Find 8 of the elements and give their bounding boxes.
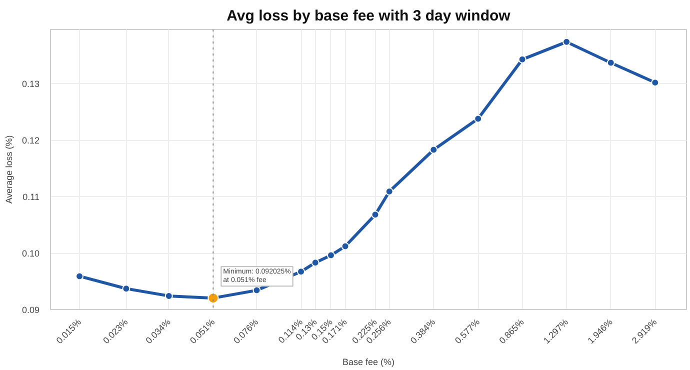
y-axis-title: Average loss (%)	[4, 135, 14, 204]
y-tick-label: 0.12	[22, 136, 40, 146]
y-tick-label: 0.10	[22, 248, 40, 259]
y-tick-label: 0.13	[22, 79, 40, 90]
x-axis-title: Base fee (%)	[342, 357, 395, 368]
chart-title: Avg loss by base fee with 3 day window	[226, 8, 511, 24]
y-tick-label: 0.11	[22, 192, 40, 202]
y-tick-label: 0.09	[22, 305, 40, 315]
